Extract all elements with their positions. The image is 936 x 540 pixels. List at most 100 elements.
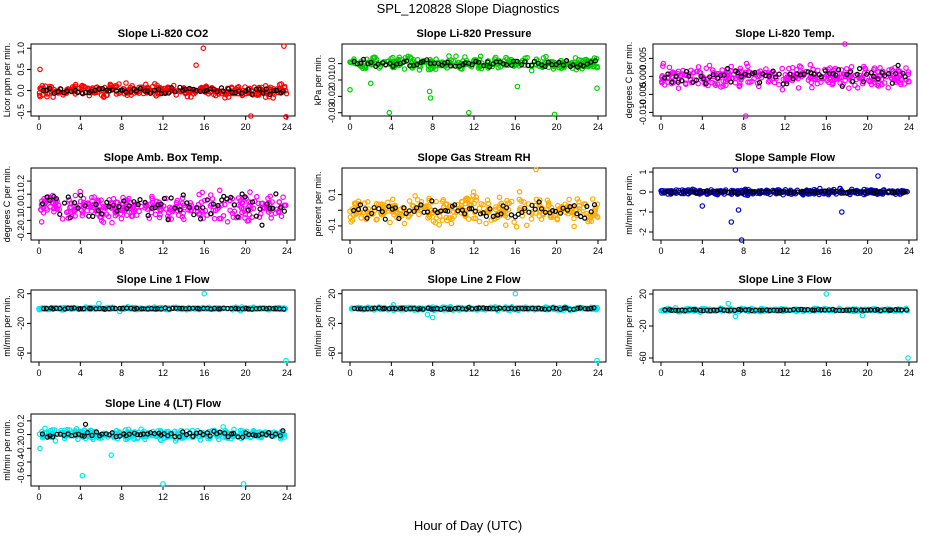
x-tick-label: 0 (347, 122, 352, 132)
x-tick-label: 12 (780, 368, 790, 378)
data-point (379, 209, 385, 215)
data-point (752, 189, 758, 195)
data-point (242, 194, 248, 200)
data-point (511, 219, 517, 225)
data-point (350, 212, 357, 219)
data-point (177, 88, 183, 94)
data-point (222, 201, 228, 208)
data-point (389, 196, 396, 203)
data-point (61, 435, 68, 442)
data-point (706, 62, 713, 69)
data-point (707, 189, 713, 196)
data-point (446, 53, 452, 59)
data-point (591, 202, 598, 208)
data-point (692, 307, 699, 313)
data-point (552, 208, 559, 214)
data-point (724, 307, 731, 314)
y-tick-label: -0.010 (638, 100, 648, 126)
data-point (95, 197, 101, 204)
data-point (588, 209, 594, 215)
x-tick-label: 20 (552, 122, 562, 132)
data-point-outlier (386, 109, 393, 116)
y-axis-label: Licor ppm per min. (2, 43, 12, 118)
data-point (780, 191, 786, 198)
data-point (109, 219, 115, 226)
x-tick-label: 12 (780, 246, 790, 256)
data-point (586, 217, 593, 223)
data-point (361, 306, 367, 312)
x-tick-label: 16 (510, 246, 520, 256)
data-point (220, 88, 226, 94)
data-point (244, 218, 251, 224)
data-point (476, 218, 483, 225)
data-point (528, 216, 535, 222)
y-axis-label: ml/min per min. (624, 295, 634, 357)
x-tick-label: 8 (119, 122, 124, 132)
data-point (397, 305, 404, 312)
data-point (584, 203, 590, 209)
data-point (503, 54, 509, 61)
data-point (577, 62, 584, 68)
data-point (58, 86, 64, 92)
data-point (390, 63, 396, 69)
data-point (889, 80, 895, 86)
x-tick-label: 16 (821, 122, 831, 132)
data-point (358, 60, 364, 66)
data-point (840, 307, 846, 314)
data-point (529, 202, 535, 208)
y-tick-label: 20 (327, 289, 337, 299)
y-tick-label: 0.005 (638, 47, 648, 70)
data-point (113, 91, 120, 97)
data-point (807, 61, 814, 68)
data-point (659, 63, 666, 69)
data-point (757, 68, 764, 74)
data-point (495, 64, 502, 71)
data-point (563, 57, 570, 64)
data-point (269, 433, 275, 439)
data-point (425, 215, 431, 221)
data-point (870, 66, 877, 73)
data-point (238, 200, 245, 206)
data-point (865, 189, 871, 195)
y-tick-label: -0.2 (16, 226, 26, 242)
data-point (81, 306, 87, 312)
data-point (78, 207, 85, 214)
data-point (39, 201, 46, 207)
data-point (155, 202, 161, 208)
y-tick-label: 20 (638, 289, 648, 299)
data-point (200, 205, 206, 211)
data-point (152, 211, 159, 218)
data-point (860, 79, 867, 85)
data-point (512, 306, 518, 312)
data-point (208, 201, 215, 208)
data-point (522, 205, 528, 211)
data-point (84, 207, 90, 214)
data-point (204, 197, 210, 203)
x-tick-label: 8 (741, 246, 746, 256)
data-point (52, 437, 59, 444)
data-point (736, 83, 743, 90)
data-point (700, 76, 707, 82)
x-tick-label: 0 (658, 368, 663, 378)
data-point-outlier (426, 88, 433, 95)
data-point (591, 55, 598, 61)
data-points (36, 421, 288, 487)
data-point (281, 306, 287, 312)
data-point (560, 62, 567, 68)
x-tick-label: 4 (700, 368, 705, 378)
data-point (587, 211, 594, 218)
data-point (665, 71, 671, 77)
data-point (126, 203, 132, 209)
data-point (392, 306, 399, 312)
data-point (532, 206, 538, 212)
data-point (180, 210, 187, 217)
data-point (848, 69, 854, 75)
data-point (134, 305, 140, 312)
data-point (549, 208, 556, 214)
x-tick-label: 0 (347, 246, 352, 256)
data-point (351, 200, 358, 207)
data-point (267, 91, 273, 98)
data-point (889, 189, 895, 195)
data-point (585, 306, 591, 312)
y-tick-label: 0.0 (16, 201, 26, 214)
